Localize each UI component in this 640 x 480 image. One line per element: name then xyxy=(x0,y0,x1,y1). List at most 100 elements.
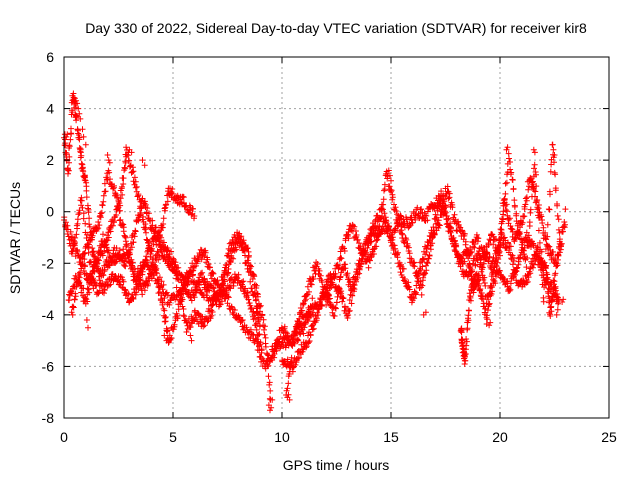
data-point xyxy=(547,168,554,175)
data-point xyxy=(445,215,452,222)
data-point xyxy=(68,233,75,240)
data-point xyxy=(325,291,332,298)
data-point xyxy=(267,355,274,362)
data-point xyxy=(386,223,393,230)
data-point xyxy=(140,213,147,220)
data-point xyxy=(510,257,517,264)
data-point xyxy=(284,356,291,363)
data-point xyxy=(515,258,522,265)
data-point xyxy=(309,322,316,328)
data-point xyxy=(131,233,138,240)
data-point xyxy=(186,319,192,326)
data-point xyxy=(253,296,260,303)
data-point xyxy=(472,262,479,269)
data-point xyxy=(542,246,549,253)
data-point xyxy=(139,291,146,298)
data-point xyxy=(383,218,390,225)
data-point xyxy=(502,190,509,197)
data-point xyxy=(511,238,518,245)
data-point xyxy=(82,263,88,270)
data-point xyxy=(244,290,251,296)
data-point xyxy=(353,232,360,238)
data-point xyxy=(352,228,359,234)
data-point xyxy=(507,159,513,165)
data-point xyxy=(213,290,219,297)
data-point xyxy=(551,159,557,166)
data-point xyxy=(101,248,108,255)
data-point xyxy=(123,242,130,249)
data-point xyxy=(187,332,194,339)
data-point xyxy=(342,265,349,272)
data-point xyxy=(239,317,246,323)
data-point xyxy=(446,194,453,201)
data-point xyxy=(414,204,421,211)
data-point xyxy=(84,298,91,305)
data-point xyxy=(112,190,119,196)
data-point xyxy=(554,202,561,209)
data-point xyxy=(233,246,240,253)
data-point xyxy=(506,287,513,294)
x-tick-labels: 0 5 10 15 20 25 xyxy=(60,429,617,445)
data-point xyxy=(349,287,356,294)
data-point xyxy=(536,239,543,246)
data-point xyxy=(136,196,143,203)
data-point xyxy=(526,219,533,226)
data-point xyxy=(445,195,452,202)
data-point xyxy=(424,217,431,224)
x-tick-label: 0 xyxy=(60,429,68,445)
data-point xyxy=(258,347,265,354)
data-point xyxy=(104,237,111,244)
data-point xyxy=(539,220,546,226)
data-point xyxy=(264,358,271,365)
data-point xyxy=(119,183,125,190)
data-point xyxy=(201,275,208,282)
x-tick-label: 15 xyxy=(383,429,399,445)
data-point xyxy=(542,265,549,272)
data-point xyxy=(442,204,449,211)
data-point xyxy=(251,289,258,296)
data-point xyxy=(265,362,272,369)
data-point xyxy=(484,250,491,257)
data-point xyxy=(331,313,338,319)
data-point xyxy=(120,181,127,187)
data-point xyxy=(123,144,130,151)
data-point xyxy=(348,300,355,307)
data-point xyxy=(225,266,232,272)
data-point xyxy=(438,212,445,218)
data-point xyxy=(447,224,454,231)
data-point xyxy=(316,306,323,313)
data-point xyxy=(412,289,419,296)
data-point xyxy=(353,276,359,283)
data-point xyxy=(76,207,83,214)
data-point xyxy=(191,213,198,219)
data-point xyxy=(406,223,413,230)
data-point xyxy=(126,251,133,258)
data-point xyxy=(317,302,324,309)
data-point xyxy=(315,312,322,319)
data-point xyxy=(223,262,230,269)
data-point xyxy=(523,279,530,286)
data-point xyxy=(475,277,482,284)
data-point xyxy=(493,254,500,261)
data-point xyxy=(255,331,262,338)
data-point xyxy=(89,232,96,239)
data-point xyxy=(381,187,387,194)
data-point xyxy=(110,218,117,224)
data-point xyxy=(293,359,300,366)
data-point xyxy=(132,184,139,191)
data-point xyxy=(170,326,177,333)
data-point xyxy=(128,149,135,156)
data-point xyxy=(330,273,337,280)
data-point xyxy=(385,167,392,174)
data-point xyxy=(97,210,104,217)
data-point xyxy=(137,276,144,283)
data-point xyxy=(73,114,80,121)
data-point xyxy=(154,277,161,283)
data-point xyxy=(188,211,195,218)
data-point xyxy=(227,247,234,254)
data-point xyxy=(552,171,559,178)
data-point xyxy=(178,291,185,297)
data-point xyxy=(388,177,394,184)
data-point xyxy=(487,290,494,297)
x-tick-label: 20 xyxy=(492,429,508,445)
